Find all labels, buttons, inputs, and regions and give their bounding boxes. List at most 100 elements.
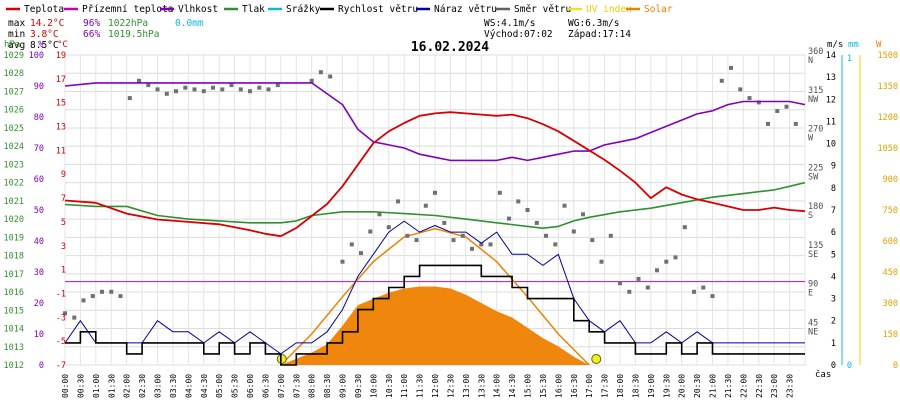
wind-direction-point xyxy=(645,285,650,290)
wind-direction-point xyxy=(655,268,659,273)
wind-direction-point xyxy=(201,89,206,94)
direction-cardinal-label: N xyxy=(808,56,813,66)
wind-direction-point xyxy=(238,87,243,92)
x-tick-label: 12:00 xyxy=(431,374,440,398)
pct-axis-unit: % xyxy=(38,40,44,50)
wind-direction-point xyxy=(72,315,77,320)
mm-axis-unit: mm xyxy=(848,40,859,50)
x-tick-label: 23:00 xyxy=(770,374,779,398)
wind-direction-point xyxy=(266,87,271,92)
w-tick-label: 1350 xyxy=(878,82,898,92)
x-tick-label: 13:30 xyxy=(477,374,486,398)
wind-direction-point xyxy=(553,242,558,247)
wind-direction-point xyxy=(701,285,706,290)
x-tick-label: 15:30 xyxy=(539,374,548,398)
w-tick-label: 1200 xyxy=(878,113,898,123)
temperature-line xyxy=(64,111,806,238)
mm-tick-label: 0 xyxy=(847,361,852,371)
direction-cardinal-label: E xyxy=(808,289,813,299)
x-tick-label: 10:30 xyxy=(385,374,394,398)
w-tick-label: 1500 xyxy=(878,51,898,61)
x-tick-label: 04:30 xyxy=(200,374,209,398)
x-tick-label: 03:00 xyxy=(154,374,163,398)
sunrise-marker xyxy=(276,354,287,364)
x-tick-label: 00:00 xyxy=(61,374,70,398)
temp-axis-unit: °C xyxy=(57,40,68,50)
x-tick-label: 01:30 xyxy=(107,374,116,398)
x-tick-label: 11:30 xyxy=(416,374,425,398)
x-tick-label: 00:30 xyxy=(76,374,85,398)
wind-direction-point xyxy=(396,199,400,204)
wind-direction-point xyxy=(248,89,252,94)
stats-sunrise: Východ:07:02 xyxy=(484,29,553,40)
legend-label: Solar xyxy=(644,4,673,15)
x-tick-label: 09:30 xyxy=(354,374,363,398)
direction-tick-label: 135 xyxy=(808,241,823,251)
wind-direction-point xyxy=(229,83,234,88)
x-tick-label: 16:30 xyxy=(570,374,579,398)
x-tick-label: 02:30 xyxy=(138,374,147,398)
hpa-tick-label: 1019 xyxy=(4,233,24,243)
sunset-marker xyxy=(591,354,602,364)
hpa-tick-label: 1013 xyxy=(4,343,24,353)
pct-tick-label: 80 xyxy=(34,113,44,123)
x-tick-label: 08:00 xyxy=(308,374,317,398)
wind-direction-point xyxy=(127,96,132,101)
stats-avg-temp: 8.5°C xyxy=(30,40,59,51)
stats-block: max 14.2°C 96% 1022hPa 0.0mm min 3.8°C 6… xyxy=(8,18,631,51)
temp-tick-label: -5 xyxy=(56,337,66,347)
wind-direction-point xyxy=(192,87,197,92)
direction-cardinal-label: SW xyxy=(808,172,819,182)
x-tick-label: 16:00 xyxy=(554,374,563,398)
wind-direction-point xyxy=(146,83,151,88)
direction-cardinal-label: NW xyxy=(808,95,819,105)
wind-direction-point xyxy=(405,233,410,238)
wind-direction-point xyxy=(673,255,678,260)
solar-clear-sky-line xyxy=(280,227,590,366)
ms-tick-label: 11 xyxy=(826,117,836,127)
x-tick-label: 14:00 xyxy=(493,374,502,398)
direction-cardinal-label: S xyxy=(808,211,813,221)
ms-axis-unit: m/s xyxy=(827,40,843,50)
x-tick-label: 06:00 xyxy=(246,374,255,398)
x-tick-label: 03:30 xyxy=(169,374,178,398)
hpa-tick-label: 1024 xyxy=(4,142,24,152)
x-tick-label: 07:00 xyxy=(277,374,286,398)
pressure-line xyxy=(64,181,806,229)
hpa-tick-label: 1018 xyxy=(4,252,24,262)
legend: Teplota Přízemní teplota Vlhkost Tlak Srážky… xyxy=(6,4,673,15)
w-tick-label: 750 xyxy=(883,206,898,216)
x-tick-label: 12:30 xyxy=(446,374,455,398)
wind-direction-point xyxy=(349,242,354,247)
wind-direction-point xyxy=(608,233,613,238)
wind-direction-point xyxy=(534,220,539,225)
temp-tick-label: 9 xyxy=(61,170,66,180)
ms-tick-label: 14 xyxy=(826,51,836,61)
direction-tick-label: 180 xyxy=(808,202,823,212)
hpa-tick-label: 1020 xyxy=(4,215,24,225)
temp-tick-label: 7 xyxy=(61,194,66,204)
hpa-tick-label: 1016 xyxy=(4,288,24,298)
x-tick-label: 07:30 xyxy=(292,374,301,398)
x-tick-label: 09:00 xyxy=(339,374,348,398)
hpa-tick-label: 1027 xyxy=(4,88,24,98)
x-tick-label: 15:00 xyxy=(524,374,533,398)
legend-label: Přízemní teplota xyxy=(82,4,174,15)
x-tick-label: 17:30 xyxy=(601,374,610,398)
wind-direction-point xyxy=(275,83,280,88)
x-tick-label: 22:30 xyxy=(755,374,764,398)
stats-max-label: max xyxy=(8,18,25,29)
wind-direction-point xyxy=(340,259,345,264)
legend-label: Rychlost větru xyxy=(338,4,418,15)
direction-tick-label: 315 xyxy=(808,86,823,96)
direction-tick-label: 360 xyxy=(808,47,823,57)
w-tick-label: 150 xyxy=(883,330,898,340)
temp-tick-label: 19 xyxy=(56,51,66,61)
wind-direction-point xyxy=(599,259,604,264)
wind-direction-point xyxy=(118,294,123,299)
wind-direction-point xyxy=(470,246,474,251)
wind-direction-point xyxy=(571,229,576,234)
x-tick-label: 20:00 xyxy=(678,374,687,398)
x-tick-label: 18:00 xyxy=(616,374,625,398)
x-tick-label: 08:30 xyxy=(323,374,332,398)
